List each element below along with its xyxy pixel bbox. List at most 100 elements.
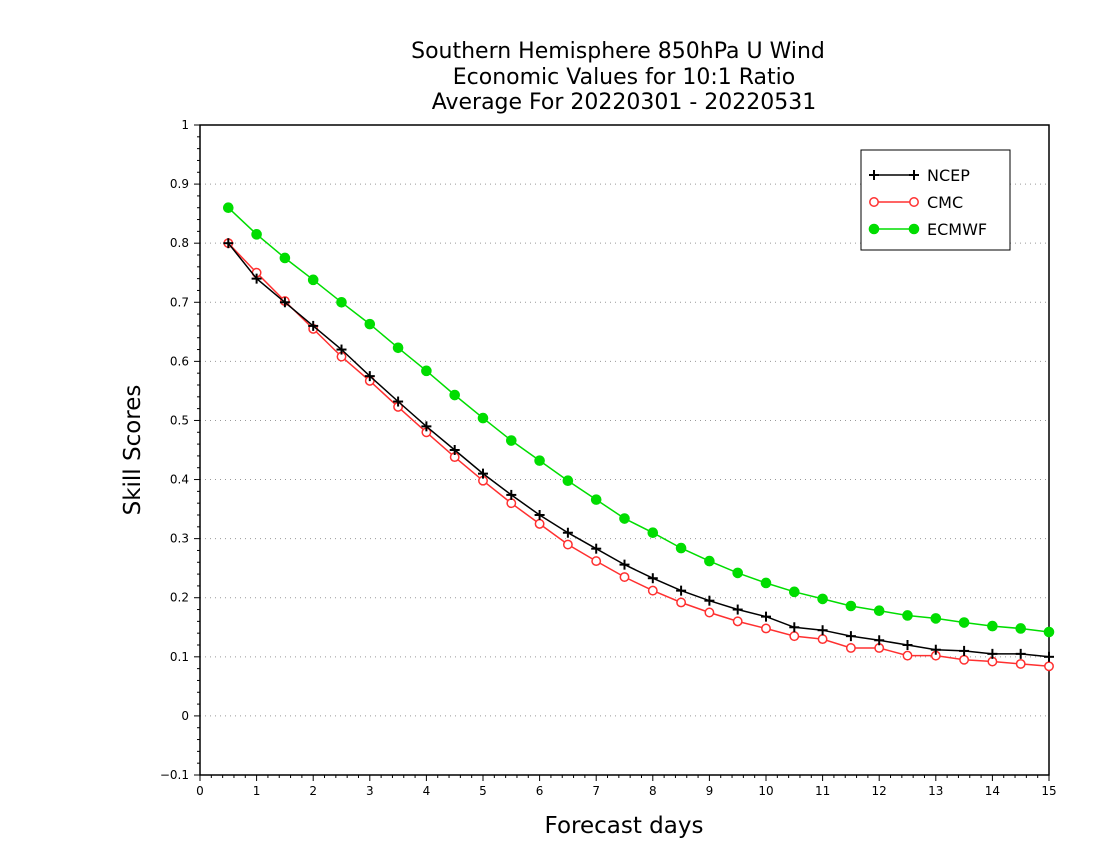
data-point-ncep-19	[761, 611, 771, 622]
data-point-ncep-0	[223, 238, 234, 249]
data-point-ecmwf-17	[704, 555, 715, 567]
data-point-cmc-18	[732, 616, 743, 627]
x-tick-label-13: 13	[928, 784, 943, 798]
x-tick-label-11: 11	[815, 784, 830, 798]
data-point-cmc-28	[1015, 658, 1026, 669]
data-point-ecmwf-28	[1015, 623, 1027, 634]
y-tick-label-3: 0.2	[170, 591, 189, 605]
data-point-cmc-17	[704, 607, 715, 618]
series-ncep	[223, 238, 1054, 662]
data-point-ncep-5	[364, 371, 375, 382]
data-point-ncep-25	[930, 644, 941, 655]
y-tick-label-4: 0.3	[170, 532, 189, 546]
x-axis-label: Forecast days	[545, 813, 704, 839]
data-point-ncep-16	[676, 585, 687, 596]
y-axis-label: Skill Scores	[120, 385, 146, 516]
legend-marker-end-ecmwf	[908, 223, 920, 235]
data-point-ncep-28	[1015, 648, 1026, 659]
legend-entry-ncep: NCEP	[869, 166, 970, 185]
data-point-ecmwf-0	[223, 202, 234, 214]
data-point-ecmwf-15	[647, 527, 659, 539]
legend-marker-end-ncep	[909, 170, 919, 180]
y-tick-label-0: −0.1	[160, 768, 189, 782]
chart-title: Southern Hemisphere 850hPa U Wind Econom…	[411, 39, 825, 115]
legend-marker-start-cmc	[869, 197, 879, 207]
data-point-ncep-26	[959, 645, 970, 656]
data-point-ncep-7	[421, 421, 432, 432]
axes: 0 1 2 3 4 5 6 7 8 9 10 11 12 13 14 15−0.100.10.20.30.40…	[160, 118, 1057, 798]
title-line-1: Southern Hemisphere 850hPa U Wind	[411, 39, 825, 64]
series-line-ncep	[227, 242, 1050, 658]
data-point-ncep-6	[393, 396, 404, 407]
legend-marker-end-cmc	[909, 197, 919, 207]
data-point-cmc-10	[506, 498, 517, 509]
data-point-cmc-13	[591, 556, 602, 567]
x-tick-label-8: 8	[649, 784, 657, 798]
data-point-ecmwf-19	[760, 577, 772, 589]
legend-entry-cmc: CMC	[869, 193, 963, 212]
y-tick-label-2: 0.1	[170, 650, 189, 664]
data-point-ncep-21	[817, 625, 828, 636]
data-point-cmc-29	[1044, 661, 1054, 672]
data-point-ncep-1	[251, 273, 262, 284]
data-point-ecmwf-4	[336, 296, 347, 308]
data-point-cmc-21	[817, 634, 828, 645]
legend-label-cmc: CMC	[927, 193, 963, 212]
legend-marker-start-ecmwf	[868, 223, 880, 235]
data-point-ncep-8	[449, 445, 460, 455]
legend: NCEP CMC ECMWF	[860, 149, 1011, 251]
data-point-ncep-14	[619, 559, 630, 570]
title-line-3: Average For 20220301 - 20220531	[432, 90, 817, 115]
data-point-ecmwf-2	[279, 252, 291, 264]
y-tick-label-8: 0.7	[170, 295, 189, 309]
data-point-ecmwf-21	[817, 593, 828, 605]
data-point-ncep-15	[647, 573, 658, 584]
data-point-ecmwf-22	[845, 600, 857, 612]
data-point-ecmwf-13	[590, 494, 602, 505]
x-tick-label-6: 6	[536, 784, 544, 798]
legend-marker-start-ncep	[869, 170, 879, 180]
data-point-ecmwf-23	[873, 605, 885, 617]
x-tick-label-14: 14	[985, 784, 1000, 798]
x-tick-label-7: 7	[592, 784, 600, 798]
data-point-cmc-20	[789, 631, 800, 642]
x-tick-label-3: 3	[366, 784, 374, 798]
series-line-ecmwf	[227, 207, 1050, 633]
data-point-ecmwf-10	[506, 435, 517, 446]
data-point-ncep-13	[591, 543, 602, 554]
y-tick-label-6: 0.5	[170, 413, 189, 427]
data-point-ncep-23	[874, 635, 885, 646]
series-cmc	[223, 238, 1054, 672]
data-point-ncep-12	[562, 527, 573, 538]
data-point-ecmwf-7	[421, 365, 432, 377]
x-tick-label-12: 12	[872, 784, 887, 798]
y-tick-label-5: 0.4	[170, 473, 189, 487]
y-tick-label-1: 0	[181, 709, 189, 723]
data-point-ecmwf-5	[364, 318, 376, 330]
data-point-ecmwf-8	[449, 389, 461, 401]
x-tick-label-0: 0	[196, 784, 204, 798]
data-point-cmc-15	[647, 585, 658, 596]
data-point-ecmwf-20	[789, 586, 800, 598]
x-tick-label-15: 15	[1041, 784, 1056, 798]
data-point-ncep-3	[308, 320, 319, 331]
data-point-ncep-18	[732, 604, 743, 615]
data-point-ecmwf-25	[930, 613, 942, 624]
data-point-ecmwf-9	[477, 412, 489, 424]
data-point-ecmwf-1	[251, 229, 262, 240]
data-point-ecmwf-6	[392, 342, 404, 354]
series-ecmwf	[223, 202, 1055, 638]
title-line-2: Economic Values for 10:1 Ratio	[453, 65, 795, 90]
x-tick-label-5: 5	[479, 784, 487, 798]
data-point-ncep-10	[506, 489, 517, 500]
data-point-cmc-14	[619, 572, 630, 582]
data-point-ecmwf-3	[307, 274, 319, 286]
data-point-cmc-19	[761, 623, 771, 634]
data-point-ncep-11	[534, 510, 545, 520]
y-tick-label-10: 0.9	[170, 177, 189, 191]
data-point-ecmwf-26	[958, 617, 970, 628]
data-point-cmc-11	[534, 518, 545, 529]
data-series	[223, 202, 1055, 672]
x-tick-label-1: 1	[253, 784, 261, 798]
